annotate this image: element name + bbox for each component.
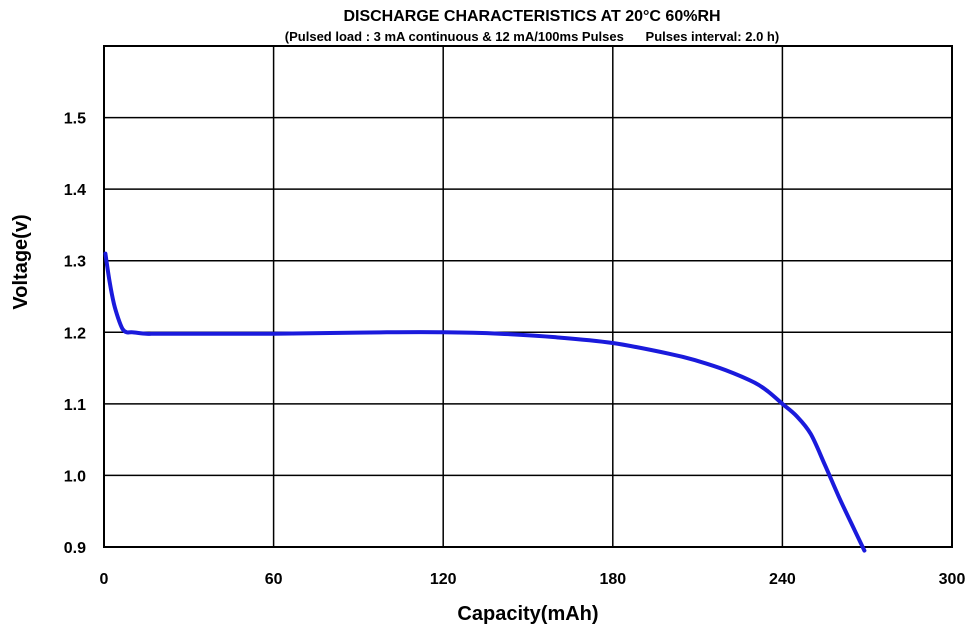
discharge-curve-line [103,251,867,553]
x-tick-label: 0 [100,571,109,588]
x-axis-tick-labels: 0 60 120 180 240 300 [100,571,966,588]
x-tick-label: 240 [769,571,796,588]
plot-area-frame [103,45,953,548]
y-tick-label: 1.0 [64,468,86,485]
y-tick-label: 1.2 [64,325,86,342]
x-tick-label: 60 [265,571,283,588]
grid-lines [104,46,952,547]
x-axis-label: Capacity(mAh) [457,603,598,625]
y-tick-label: 1.4 [64,182,86,199]
chart-title: DISCHARGE CHARACTERISTICS AT 20°C 60%RH [343,8,720,25]
x-tick-label: 300 [939,571,966,588]
y-tick-label: 1.5 [64,111,86,128]
y-tick-label: 0.9 [64,540,86,557]
y-tick-label: 1.3 [64,254,86,271]
y-axis-label: Voltage(v) [10,214,32,309]
x-tick-label: 120 [430,571,457,588]
x-tick-label: 180 [599,571,626,588]
chart-subtitle: (Pulsed load : 3 mA continuous & 12 mA/1… [285,29,779,44]
y-tick-label: 1.1 [64,397,86,414]
series-layer [103,251,867,553]
y-axis-tick-labels: 0.9 1.0 1.1 1.2 1.3 1.4 1.5 [64,111,86,557]
